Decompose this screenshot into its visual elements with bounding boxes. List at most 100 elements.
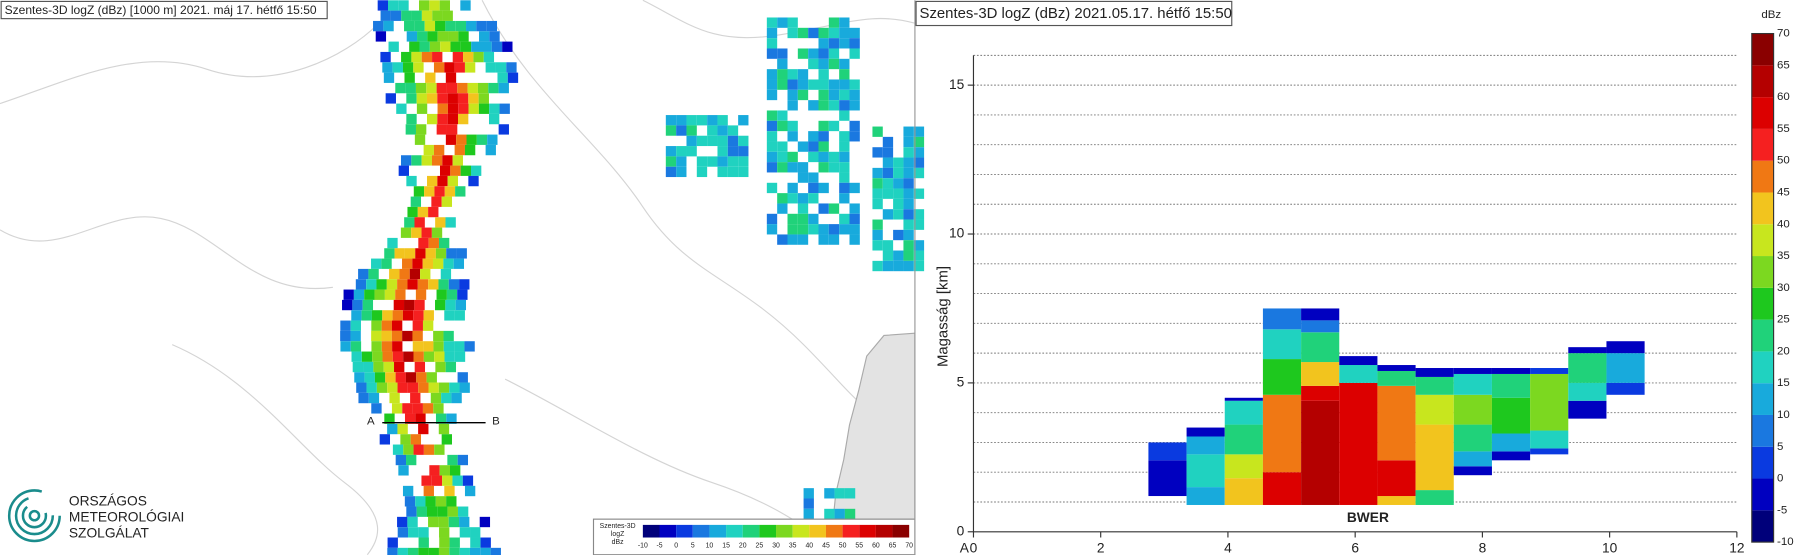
radar-pixel bbox=[797, 172, 809, 183]
radar-pixel bbox=[486, 20, 498, 32]
reflectivity-cell bbox=[1568, 347, 1607, 354]
radar-pixel bbox=[435, 361, 446, 373]
colorbar-tick-label: 25 bbox=[1777, 314, 1790, 326]
radar-pixel bbox=[828, 120, 840, 132]
radar-pixel bbox=[828, 162, 840, 173]
radar-pixel bbox=[404, 248, 416, 259]
radar-pixel bbox=[882, 167, 894, 179]
radar-pixel bbox=[440, 268, 452, 280]
radar-pixel bbox=[787, 100, 798, 111]
radar-pixel bbox=[393, 299, 405, 311]
radar-pixel bbox=[431, 196, 442, 207]
radar-pixel bbox=[439, 165, 451, 176]
colorbar-tick-label: 60 bbox=[872, 542, 880, 549]
reflectivity-cell bbox=[1262, 308, 1302, 330]
radar-pixel bbox=[419, 0, 430, 11]
radar-pixel bbox=[371, 258, 382, 269]
radar-pixel bbox=[455, 20, 467, 32]
section-plot: 051015024681012ATávolság [km]Magasság [k… bbox=[935, 9, 1794, 555]
radar-pixel bbox=[435, 299, 446, 311]
colorbar-cell bbox=[892, 524, 910, 538]
radar-pixel bbox=[839, 162, 850, 173]
radar-pixel bbox=[797, 79, 809, 90]
radar-pixel bbox=[374, 372, 386, 383]
radar-pixel bbox=[421, 155, 432, 166]
logo-ring bbox=[14, 496, 55, 536]
radar-pixel bbox=[428, 382, 439, 393]
radar-pixel bbox=[489, 103, 500, 114]
radar-pixel bbox=[414, 361, 426, 373]
radar-pixel bbox=[394, 361, 405, 373]
radar-pixel bbox=[402, 62, 414, 73]
colorbar-cell bbox=[1751, 351, 1774, 384]
point-b: B bbox=[492, 416, 500, 428]
radar-pixel bbox=[766, 69, 778, 80]
radar-pixel bbox=[371, 403, 382, 414]
colorbar-cell bbox=[1751, 160, 1774, 193]
radar-pixel bbox=[452, 155, 463, 166]
radar-pixel bbox=[808, 79, 819, 90]
radar-pixel bbox=[777, 79, 788, 90]
colorbar-tick-label: 50 bbox=[1777, 155, 1790, 167]
radar-pixel bbox=[495, 62, 507, 73]
colorbar-tick-label: -5 bbox=[1777, 504, 1787, 516]
radar-pixel bbox=[844, 488, 856, 499]
radar-pixel bbox=[818, 131, 829, 142]
radar-pixel bbox=[882, 240, 894, 251]
radar-pixel bbox=[405, 82, 416, 94]
radar-pixel bbox=[439, 465, 451, 476]
radar-pixel bbox=[477, 82, 489, 94]
radar-pixel bbox=[777, 17, 788, 28]
radar-pixel bbox=[416, 506, 427, 517]
radar-pixel bbox=[449, 382, 460, 393]
radar-pixel bbox=[787, 131, 798, 142]
radar-pixel bbox=[818, 203, 829, 214]
radar-pixel bbox=[766, 79, 778, 90]
radar-pixel bbox=[665, 125, 677, 136]
reflectivity-cell bbox=[1186, 454, 1225, 488]
radar-pixel bbox=[394, 248, 405, 259]
radar-pixel bbox=[460, 165, 471, 176]
reflectivity-cell bbox=[1606, 382, 1645, 395]
radar-pixel bbox=[454, 144, 465, 156]
radar-pixel bbox=[818, 69, 829, 80]
radar-pixel bbox=[402, 485, 414, 497]
radar-pixel bbox=[387, 382, 398, 393]
radar-pixel bbox=[808, 172, 819, 183]
radar-pixel bbox=[913, 147, 925, 158]
radar-pixel bbox=[450, 165, 461, 176]
colorbar-cell bbox=[1751, 224, 1774, 257]
radar-pixel bbox=[787, 224, 798, 235]
radar-pixel bbox=[797, 48, 809, 59]
border bbox=[171, 344, 379, 555]
y-tick-label: 10 bbox=[949, 226, 965, 241]
radar-pixel bbox=[777, 48, 788, 59]
radar-pixel bbox=[797, 193, 809, 204]
reflectivity-cell bbox=[1415, 490, 1454, 505]
radar-pixel bbox=[446, 124, 458, 135]
radar-pixel bbox=[438, 516, 449, 528]
reflectivity-cell bbox=[1301, 320, 1340, 333]
radar-pixel bbox=[447, 506, 458, 517]
radar-pixel bbox=[803, 488, 814, 499]
radar-pixel bbox=[457, 82, 468, 94]
radar-pixel bbox=[418, 547, 429, 555]
radar-pixel bbox=[429, 465, 440, 476]
radar-pixel bbox=[839, 151, 850, 163]
radar-pixel bbox=[451, 392, 462, 404]
colorbar-cell bbox=[642, 524, 660, 538]
radar-pixel bbox=[435, 217, 446, 228]
radar-pixel bbox=[882, 188, 894, 199]
radar-pixel bbox=[487, 134, 498, 145]
radar-pixel bbox=[439, 537, 450, 548]
radar-pixel bbox=[480, 547, 491, 555]
radar-pixel bbox=[401, 10, 412, 21]
radar-pixel bbox=[353, 289, 365, 300]
colorbar-tick-label: 40 bbox=[1777, 218, 1790, 230]
reflectivity-cell bbox=[1224, 478, 1263, 505]
reflectivity-cell bbox=[1262, 359, 1302, 395]
radar-pixel bbox=[445, 361, 457, 373]
colorbar-tick-label: 35 bbox=[1777, 250, 1790, 262]
radar-pixel bbox=[903, 250, 914, 261]
reflectivity-cell bbox=[1415, 424, 1454, 491]
